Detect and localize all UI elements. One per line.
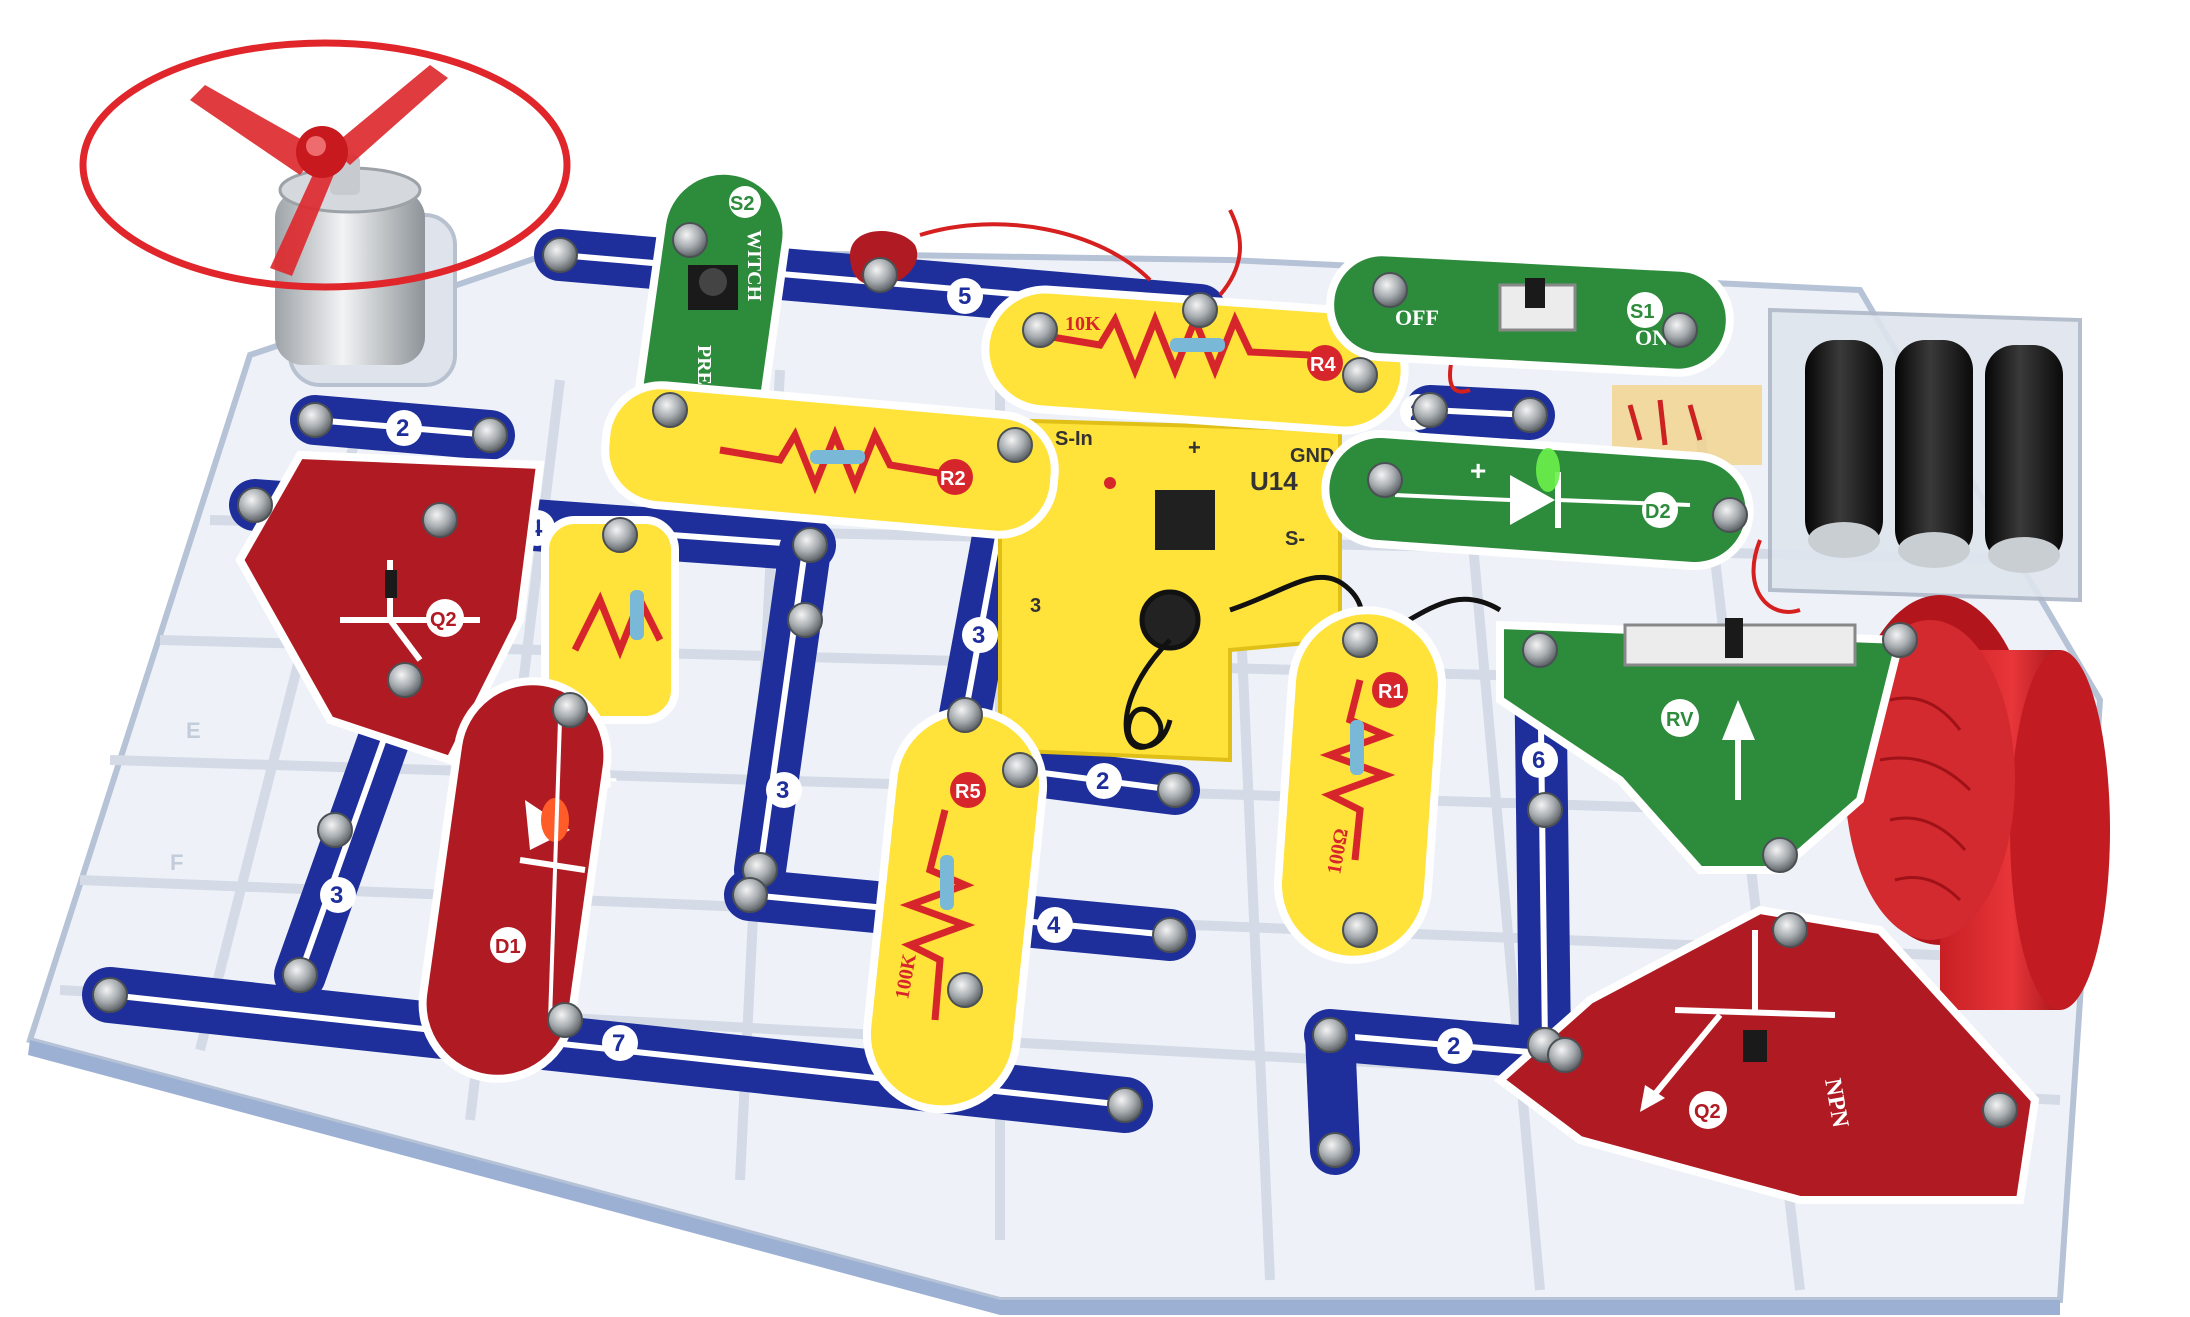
- r4-value: 10K: [1065, 313, 1101, 335]
- wire-2-center-label: 2: [1096, 768, 1109, 795]
- snap-stud: [862, 257, 898, 293]
- snap-stud: [297, 402, 333, 438]
- snap-stud: [92, 977, 128, 1013]
- d2-id: D2: [1645, 501, 1671, 523]
- resistor-r1[interactable]: R1 100Ω: [1273, 605, 1447, 965]
- wire-3-left-label: 3: [330, 882, 343, 909]
- u14-pin-sin: S-In: [1055, 428, 1093, 450]
- snap-stud: [1342, 912, 1378, 948]
- snap-stud: [947, 697, 983, 733]
- wire-2-top-left[interactable]: 2: [290, 395, 515, 460]
- wire-3-mid[interactable]: 3: [734, 524, 831, 896]
- snap-stud: [1367, 462, 1403, 498]
- wire-3-mid-label: 3: [776, 777, 789, 804]
- snap-stud: [1527, 792, 1563, 828]
- wire-6-label: 6: [1532, 747, 1545, 774]
- snap-stud: [672, 222, 708, 258]
- rv-id: RV: [1666, 709, 1694, 731]
- board-mark-e: E: [186, 718, 201, 743]
- snap-stud: [1762, 837, 1798, 873]
- snap-stud: [1152, 917, 1188, 953]
- wire-2-bottom-right-label: 2: [1447, 1033, 1460, 1060]
- r2-id: R2: [940, 468, 966, 490]
- u14-pin-3: 3: [1030, 595, 1041, 617]
- wire-3-center-label: 3: [972, 622, 985, 649]
- resistor-r2[interactable]: R2: [601, 381, 1060, 540]
- q2-left-id: Q2: [430, 609, 457, 631]
- wire-bottom-right-vertical[interactable]: [1305, 1010, 1360, 1175]
- wire-5-label: 5: [958, 283, 971, 310]
- snap-stud: [947, 972, 983, 1008]
- u14-pin-plus: +: [1188, 435, 1201, 460]
- wire-2-top-left-label: 2: [396, 415, 409, 442]
- snap-stud: [552, 692, 588, 728]
- snap-stud: [1157, 772, 1193, 808]
- wire-4-lower-label: 4: [1047, 912, 1061, 939]
- snap-stud: [1182, 292, 1218, 328]
- snap-stud: [1342, 622, 1378, 658]
- snap-stud: [1412, 392, 1448, 428]
- battery-icon: [1612, 307, 2082, 603]
- snap-stud: [1772, 912, 1808, 948]
- r1-id: R1: [1378, 681, 1404, 703]
- u14-pin-gnd: GND: [1290, 445, 1334, 467]
- snap-stud: [1662, 312, 1698, 348]
- snap-stud: [602, 517, 638, 553]
- snap-stud: [997, 427, 1033, 463]
- s2-id: S2: [730, 193, 754, 215]
- wire-2-bottom-right[interactable]: 2: [1304, 1009, 1591, 1081]
- snap-stud: [1317, 1132, 1353, 1168]
- snap-stud: [547, 1002, 583, 1038]
- snap-stud: [1512, 397, 1548, 433]
- s2-line1: WITCH: [743, 230, 765, 302]
- snap-stud: [387, 662, 423, 698]
- d2-plus: +: [1470, 455, 1486, 486]
- snap-stud: [1342, 357, 1378, 393]
- led-d2[interactable]: + D2: [1321, 430, 1754, 571]
- snap-stud: [237, 487, 273, 523]
- snap-stud: [1372, 272, 1408, 308]
- d1-plus: +: [600, 764, 618, 797]
- snap-stud: [652, 392, 688, 428]
- s1-id: S1: [1630, 301, 1654, 323]
- variable-resistor-rv[interactable]: RV: [1496, 618, 1906, 874]
- led-d1[interactable]: + D1: [413, 672, 618, 1089]
- snap-stud: [542, 237, 578, 273]
- snap-stud: [1522, 632, 1558, 668]
- u14-pin-s: S-: [1285, 528, 1305, 550]
- snap-stud: [1312, 1017, 1348, 1053]
- snap-stud: [1712, 497, 1748, 533]
- snap-stud: [422, 502, 458, 538]
- board-mark-f: F: [170, 850, 183, 875]
- snap-stud: [1547, 1037, 1583, 1073]
- snap-stud: [472, 417, 508, 453]
- fan-icon[interactable]: [79, 39, 571, 291]
- snap-stud: [1107, 1087, 1143, 1123]
- resistor-left-vertical[interactable]: [541, 516, 679, 724]
- q2-npn-id: Q2: [1694, 1101, 1721, 1123]
- snap-stud: [317, 812, 353, 848]
- snap-studs: [92, 222, 2018, 1168]
- transistor-q2-left[interactable]: Q2: [235, 450, 545, 765]
- snap-stud: [792, 527, 828, 563]
- d1-id: D1: [495, 936, 521, 958]
- wire-7-label: 7: [612, 1030, 625, 1057]
- resistor-r4[interactable]: 10K R4: [981, 285, 1409, 435]
- snap-stud: [787, 602, 823, 638]
- snap-stud: [1982, 1092, 2018, 1128]
- snap-stud: [1022, 312, 1058, 348]
- snap-stud: [1882, 622, 1918, 658]
- snap-stud: [282, 957, 318, 993]
- switch-s1[interactable]: OFF ON S1: [1326, 248, 1734, 377]
- r4-id: R4: [1310, 354, 1336, 376]
- motor-icon: [275, 155, 457, 387]
- r5-id: R5: [955, 781, 981, 803]
- u14-label: U14: [1250, 466, 1298, 496]
- snap-stud: [732, 877, 768, 913]
- snap-stud: [1002, 752, 1038, 788]
- s1-off: OFF: [1395, 305, 1439, 330]
